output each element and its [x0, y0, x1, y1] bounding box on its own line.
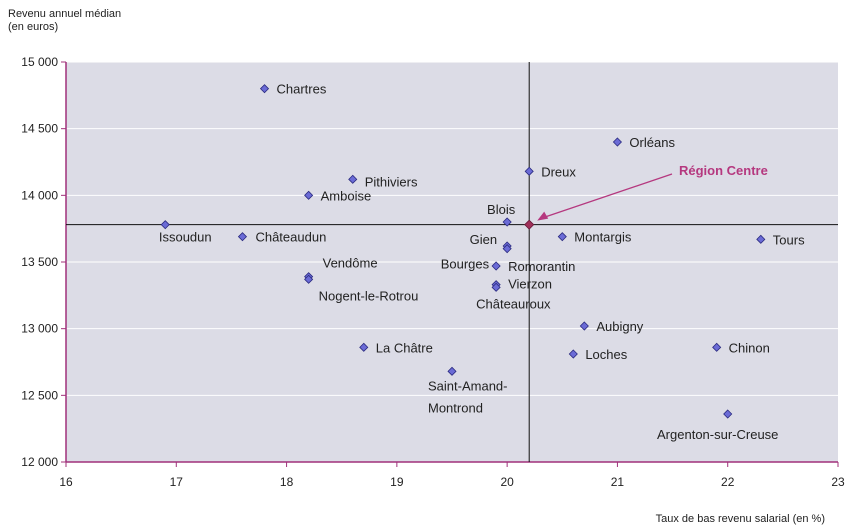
point-label-continuation: Montrond [428, 400, 483, 415]
x-axis-title: Taux de bas revenu salarial (en %) [655, 513, 825, 525]
data-point [491, 261, 501, 271]
data-point [259, 84, 270, 94]
point-label: Nogent-le-Rotrou [319, 288, 419, 303]
y-axis-title: Revenu annuel médian (en euros) [8, 8, 208, 34]
tick-labels: 12 000 12 500 13 000 13 500 14 000 14 500 15 0… [21, 55, 845, 489]
x-tick-label: 22 [721, 475, 735, 489]
axes [61, 61, 839, 467]
point-label: Vierzon [508, 277, 552, 292]
reference-lines [66, 62, 838, 462]
data-point [723, 409, 733, 419]
point-label: Châteaudun [255, 230, 326, 245]
point-label: Aubigny [596, 319, 643, 334]
y-tick-label: 15 000 [21, 55, 58, 69]
point-label: Chartres [277, 82, 327, 97]
data-point [160, 220, 170, 230]
point-label: Saint-Amand- [428, 378, 507, 393]
annotation-arrow-line [542, 173, 673, 219]
data-point [568, 349, 578, 359]
x-tick-label: 19 [390, 475, 404, 489]
data-point [579, 321, 589, 331]
y-tick-label: 12 000 [21, 455, 58, 469]
data-point [557, 232, 567, 242]
y-tick-label: 14 000 [21, 188, 58, 202]
point-label: Pithiviers [365, 174, 418, 189]
point-label: Issoudun [159, 230, 212, 245]
point-label: Dreux [541, 164, 576, 179]
point-label: Blois [487, 202, 516, 217]
x-tick-label: 21 [611, 475, 625, 489]
point-label: Montargis [574, 230, 632, 245]
point-label: Romorantin [508, 259, 575, 274]
data-point-region-centre [524, 219, 535, 230]
data-point [304, 190, 314, 200]
x-tick-label: 20 [500, 475, 514, 489]
y-tick-label: 14 500 [21, 122, 58, 136]
point-label: Orléans [629, 135, 675, 150]
point-label: Argenton-sur-Creuse [657, 427, 778, 442]
y-tick-label: 12 500 [21, 388, 58, 402]
y-tick-label: 13 500 [21, 255, 58, 269]
point-label: La Châtre [376, 340, 433, 355]
data-point [712, 342, 722, 352]
gridlines [66, 61, 838, 396]
data-point [359, 342, 369, 352]
point-label: Châteauroux [476, 296, 551, 311]
point-label: Bourges [441, 257, 490, 272]
data-point [502, 217, 512, 227]
data-point [348, 174, 358, 184]
point-label: Tours [773, 232, 805, 247]
data-point [491, 282, 501, 292]
y-tick-label: 13 000 [21, 322, 58, 336]
data-point [447, 366, 457, 376]
point-label: Vendôme [323, 256, 378, 271]
region-centre-label: Région Centre [679, 163, 768, 178]
point-label: Amboise [321, 188, 372, 203]
data-point [612, 137, 622, 147]
data-point [524, 166, 534, 176]
annotation: Région Centre [537, 163, 768, 221]
x-tick-label: 18 [280, 475, 294, 489]
y-axis-title-line1: Revenu annuel médian [8, 8, 122, 20]
point-label: Loches [585, 347, 627, 362]
point-label: Chinon [729, 340, 770, 355]
annotation-arrow-head [537, 211, 549, 221]
point-label: Gien [470, 232, 497, 247]
x-tick-label: 16 [59, 475, 73, 489]
x-tick-label: 17 [170, 475, 184, 489]
y-axis-title-line2: (en euros) [8, 21, 59, 33]
data-point [756, 234, 766, 244]
data-point [304, 274, 314, 284]
data-point [502, 244, 512, 254]
data-point [237, 232, 248, 242]
data-points [160, 84, 766, 419]
x-tick-label: 23 [831, 475, 845, 489]
